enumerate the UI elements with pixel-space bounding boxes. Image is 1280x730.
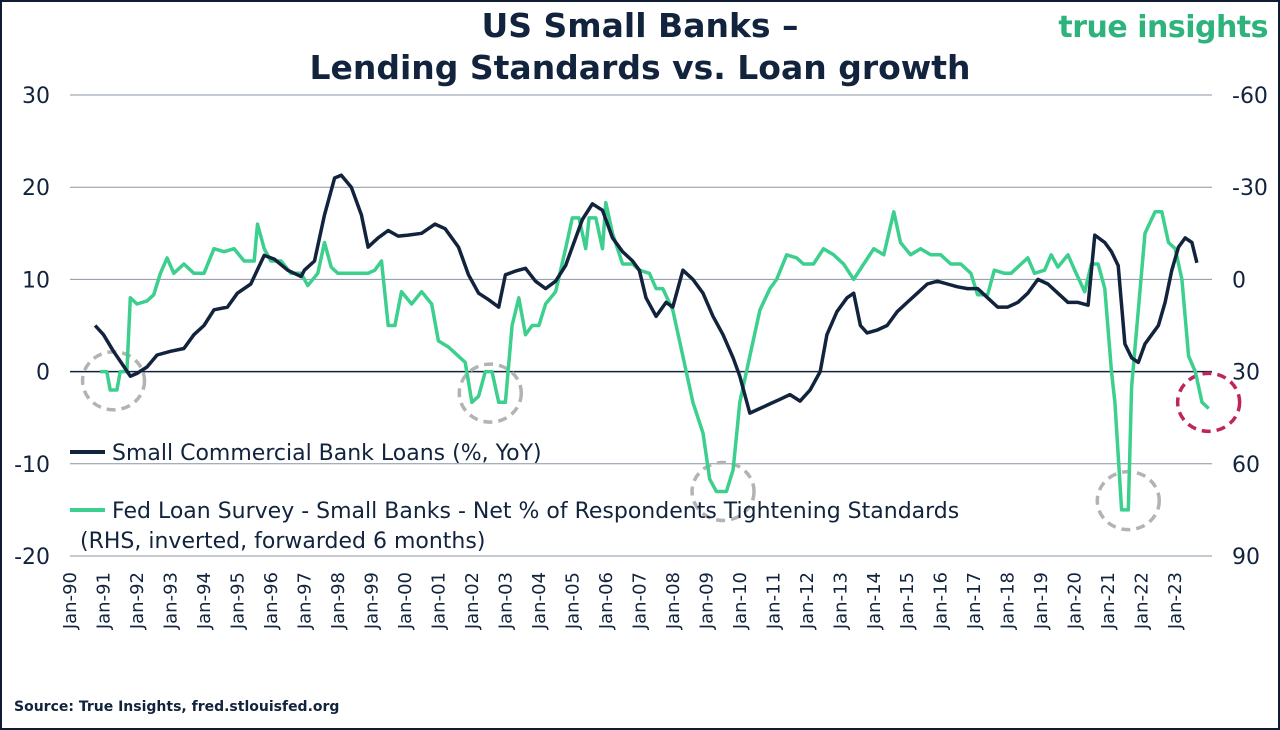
x-tick-label: Jan-92 [127,572,148,630]
x-tick-label: Jan-93 [160,572,181,630]
brand-logo: true insights [1058,10,1268,45]
highlight-circle [457,362,524,424]
x-tick-label: Jan-09 [696,572,717,630]
x-tick-label: Jan-14 [864,572,885,630]
x-tick-label: Jan-90 [60,572,81,630]
x-tick-label: Jan-98 [328,572,349,630]
y-tick-right: -60 [1232,84,1268,109]
x-tick-label: Jan-00 [395,572,416,630]
highlight-circle [690,460,756,523]
y-axis-right: -60 -30 0 30 60 90 [1232,84,1268,570]
x-tick-label: Jan-07 [629,572,650,630]
series-lines [93,173,1210,512]
x-tick-label: Jan-04 [529,572,550,630]
x-tick-label: Jan-13 [830,572,851,630]
y-tick-left: -20 [14,545,50,570]
legend-label-survey-note: (RHS, inverted, forwarded 6 months) [80,529,485,554]
x-tick-label: Jan-16 [931,572,952,630]
y-tick-left: 0 [36,361,50,386]
x-tick-label: Jan-12 [797,572,818,630]
x-tick-label: Jan-06 [596,572,617,630]
x-tick-label: Jan-02 [462,572,483,630]
y-tick-right: 90 [1232,545,1260,570]
x-tick-label: Jan-23 [1165,572,1186,630]
x-tick-label: Jan-20 [1065,572,1086,630]
x-tick-label: Jan-03 [495,572,516,630]
y-tick-right: 0 [1232,268,1246,293]
x-axis: Jan-90 Jan-91 Jan-92 Jan-93 Jan-94 Jan-95 Jan-… [60,572,1186,630]
x-tick-label: Jan-99 [361,572,382,630]
x-tick-label: Jan-08 [663,572,684,630]
x-tick-label: Jan-05 [562,572,583,630]
x-tick-label: Jan-01 [428,572,449,630]
legend-label-survey: Fed Loan Survey - Small Banks - Net % of… [112,499,959,524]
grid-lines [70,94,1212,557]
x-tick-label: Jan-22 [1132,572,1153,630]
y-tick-right: 60 [1232,453,1260,478]
source-note: Source: True Insights, fred.stlouisfed.o… [14,699,340,715]
x-tick-label: Jan-18 [998,572,1019,630]
x-tick-label: Jan-96 [261,572,282,630]
y-tick-left: 20 [22,176,50,201]
chart-title: US Small Banks – [481,6,799,45]
x-tick-label: Jan-21 [1098,572,1119,630]
series-line-loans [93,173,1199,415]
y-tick-left: -10 [14,453,50,478]
x-tick-label: Jan-10 [730,572,751,630]
y-tick-right: 30 [1232,361,1260,386]
y-tick-left: 30 [22,84,50,109]
x-tick-label: Jan-97 [294,572,315,630]
x-tick-label: Jan-94 [194,572,215,630]
x-tick-label: Jan-91 [93,572,114,630]
x-tick-label: Jan-95 [227,572,248,630]
highlight-circle [1175,371,1242,434]
x-tick-label: Jan-11 [763,572,784,630]
legend-label-loans: Small Commercial Bank Loans (%, YoY) [112,441,542,466]
x-tick-label: Jan-15 [897,572,918,630]
y-axis-left: 30 20 10 0 -10 -20 [14,84,50,570]
y-tick-right: -30 [1232,176,1268,201]
highlight-circle [80,350,147,412]
x-tick-label: Jan-19 [1031,572,1052,630]
legend: Small Commercial Bank Loans (%, YoY) Fed… [70,441,959,554]
chart-subtitle: Lending Standards vs. Loan growth [309,48,971,87]
y-tick-left: 10 [22,268,50,293]
x-tick-label: Jan-17 [964,572,985,630]
